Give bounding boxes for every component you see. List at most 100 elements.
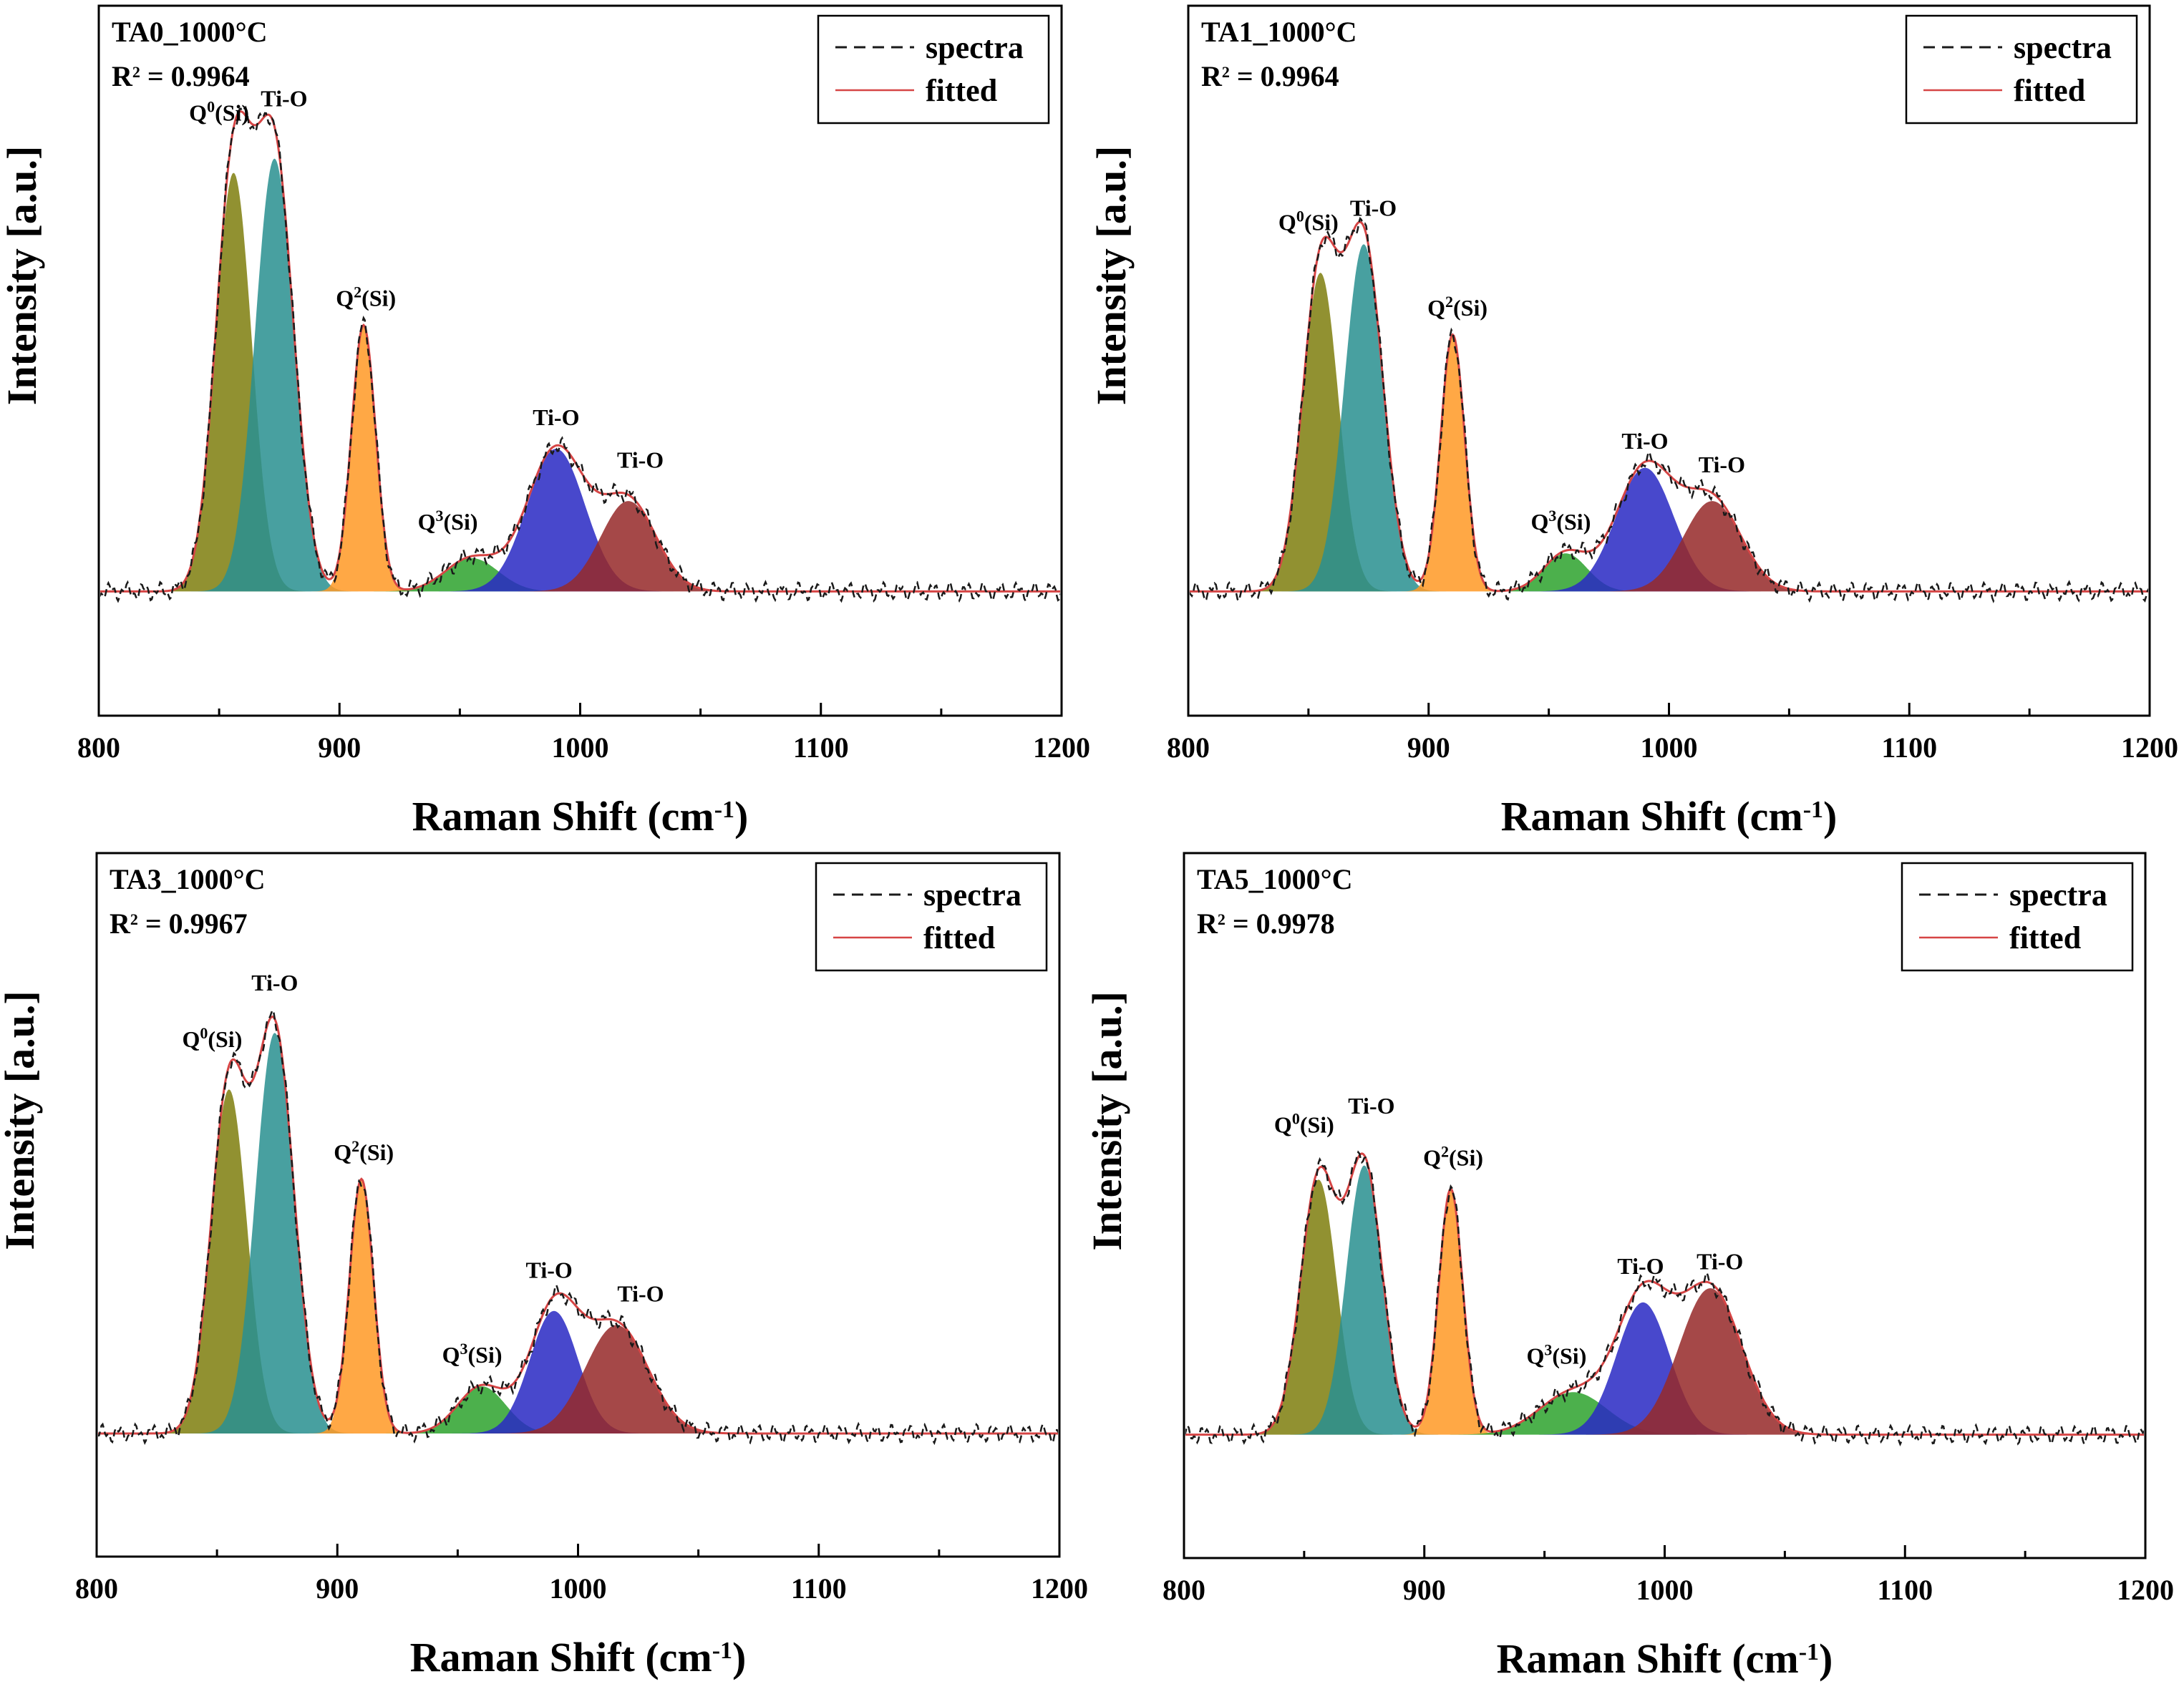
peak-label-sup: 2 <box>1441 1142 1449 1160</box>
x-tick-label: 1200 <box>1031 1572 1088 1605</box>
x-tick-label: 900 <box>318 731 361 764</box>
panel-title: TA0_1000°C <box>112 16 267 48</box>
peak-1-fill <box>1273 1165 1455 1435</box>
x-axis-title-close: ) <box>1823 793 1837 839</box>
peak-label-3: Q3(Si) <box>442 1340 503 1368</box>
peak-label-sup: 2 <box>351 1136 359 1154</box>
peak-3-fill <box>339 558 605 592</box>
legend-label-fitted: fitted <box>923 920 995 955</box>
peak-label-base: Q <box>1423 1144 1441 1170</box>
r-squared-label: R <box>110 907 131 940</box>
plot-area <box>1185 1150 2144 1446</box>
peak-label-suffix: (Si) <box>208 1026 242 1052</box>
fitted-line <box>1190 220 2148 593</box>
x-tick-label: 1200 <box>2121 731 2178 764</box>
peak-2-fill <box>1392 334 1513 592</box>
y-axis-title: Intensity [a.u.] <box>0 990 43 1250</box>
peak-label-1: Ti-O <box>261 85 307 111</box>
peak-label-suffix: (Si) <box>215 99 249 125</box>
peak-label-3: Q3(Si) <box>1530 506 1591 535</box>
x-axis-title-main: Raman Shift (cm <box>1497 1635 1799 1682</box>
legend-label-spectra: spectra <box>923 877 1021 912</box>
peak-label-base: Ti-O <box>1697 1249 1743 1275</box>
peak-5-fill <box>490 501 767 592</box>
peak-label-base: Q <box>1274 1111 1292 1137</box>
x-tick-label: 1000 <box>552 731 609 764</box>
legend: spectra fitted <box>815 862 1048 972</box>
r-squared-value: = 0.9978 <box>1226 907 1335 940</box>
legend-label-spectra: spectra <box>2014 30 2112 65</box>
peak-label-suffix: (Si) <box>1556 509 1591 535</box>
peak-1-fill <box>178 1033 372 1434</box>
r-squared-sup: 2 <box>1218 910 1226 928</box>
peak-4-fill <box>412 449 701 592</box>
peak-label-base: Ti-O <box>617 1281 664 1307</box>
peak-label-5: Ti-O <box>1699 452 1745 477</box>
legend-label-fitted: fitted <box>2009 920 2081 955</box>
legend-box <box>1905 14 2138 125</box>
peak-label-4: Ti-O <box>1621 428 1668 454</box>
peak-label-suffix: (Si) <box>444 509 478 535</box>
legend: spectra fitted <box>1901 862 2134 972</box>
r-squared: R2 = 0.9978 <box>1197 907 1335 940</box>
peak-label-base: Q <box>442 1342 460 1368</box>
peak-label-sup: 3 <box>460 1340 467 1358</box>
peak-label-suffix: (Si) <box>467 1342 502 1368</box>
legend-label-spectra: spectra <box>2009 877 2107 912</box>
r-squared-value: = 0.9964 <box>1230 60 1339 92</box>
r-squared-label: R <box>1201 60 1223 92</box>
r-squared: R2 = 0.9964 <box>112 60 250 92</box>
peak-label-base: Q <box>1530 509 1548 535</box>
x-axis-title-close: ) <box>732 1634 746 1680</box>
peak-label-4: Ti-O <box>533 404 579 430</box>
peak-label-sup: 0 <box>1296 207 1304 225</box>
peak-label-base: Ti-O <box>251 970 298 996</box>
peak-label-4: Ti-O <box>1617 1253 1664 1279</box>
x-tick-label: 800 <box>75 1572 118 1605</box>
peak-label-suffix: (Si) <box>1552 1343 1586 1369</box>
plot-area <box>98 1008 1058 1446</box>
peak-label-suffix: (Si) <box>1453 295 1487 321</box>
peak-label-1: Ti-O <box>251 970 298 996</box>
peak-5-fill <box>460 1325 773 1434</box>
x-axis-title-sup: -1 <box>1799 1639 1819 1665</box>
peak-2-fill <box>301 1179 422 1434</box>
x-axis-title-main: Raman Shift (cm <box>412 793 714 839</box>
peak-label-base: Ti-O <box>1699 452 1745 477</box>
peak-1-fill <box>178 158 371 592</box>
peak-label-2: Q2(Si) <box>1423 1142 1483 1171</box>
legend-label-fitted: fitted <box>926 73 997 108</box>
x-tick-label: 900 <box>1403 1574 1446 1606</box>
peak-label-0: Q0(Si) <box>1274 1109 1334 1138</box>
peak-label-suffix: (Si) <box>359 1139 394 1165</box>
r-squared-value: = 0.9967 <box>138 907 248 940</box>
peak-label-base: Q <box>334 1139 351 1165</box>
x-axis-title: Raman Shift (cm-1) <box>412 793 749 839</box>
peak-3-fill <box>1457 553 1674 592</box>
peak-label-suffix: (Si) <box>1304 209 1339 235</box>
peak-label-sup: 2 <box>1445 292 1453 310</box>
peak-label-1: Ti-O <box>1348 1093 1394 1119</box>
spectra-line <box>100 105 1060 603</box>
x-tick-label: 1100 <box>1877 1574 1933 1606</box>
r-squared-value: = 0.9964 <box>140 60 250 92</box>
peak-4-fill <box>433 1310 674 1434</box>
peak-0-fill <box>1230 273 1411 592</box>
peak-label-base: Ti-O <box>1621 428 1668 454</box>
x-axis-title-close: ) <box>734 793 748 839</box>
peak-label-2: Q2(Si) <box>1427 292 1487 321</box>
y-axis-title: Intensity [a.u.] <box>1084 991 1130 1251</box>
x-axis-title: Raman Shift (cm-1) <box>1497 1635 1833 1682</box>
spectra-line <box>98 1008 1058 1446</box>
peak-label-3: Q3(Si) <box>418 506 478 535</box>
peak-label-base: Ti-O <box>261 85 307 111</box>
peak-label-sup: 2 <box>354 283 361 301</box>
legend-box <box>817 14 1050 125</box>
x-axis-title-main: Raman Shift (cm <box>1501 793 1803 839</box>
peak-label-suffix: (Si) <box>1300 1111 1334 1137</box>
legend-box <box>815 862 1048 972</box>
